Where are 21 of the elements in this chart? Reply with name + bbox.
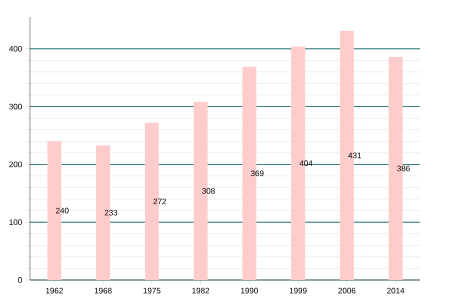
x-tick-label: 1990	[241, 288, 258, 294]
y-tick-label: 100	[9, 219, 22, 226]
x-tick-label: 1975	[144, 288, 160, 294]
data-label: 369	[250, 170, 264, 176]
y-tick-label: 200	[9, 162, 22, 168]
data-label: 240	[56, 208, 69, 214]
x-tick-label: 2006	[338, 288, 356, 294]
data-label: 308	[202, 188, 215, 194]
x-tick-label: 1999	[290, 288, 307, 294]
x-tick-label: 1968	[94, 288, 112, 294]
data-label: 431	[348, 152, 362, 158]
y-tick-label: 400	[9, 46, 22, 52]
y-tick-label: 0	[18, 277, 22, 283]
data-label: 233	[104, 210, 118, 216]
x-tick-label: 1982	[192, 288, 210, 294]
data-label: 272	[153, 198, 166, 204]
x-tick-label: 1962	[46, 288, 63, 294]
data-label: 404	[300, 160, 312, 166]
data-label: 386	[397, 166, 410, 172]
x-tick-label: 2014	[387, 288, 404, 294]
y-tick-label: 300	[9, 104, 22, 110]
